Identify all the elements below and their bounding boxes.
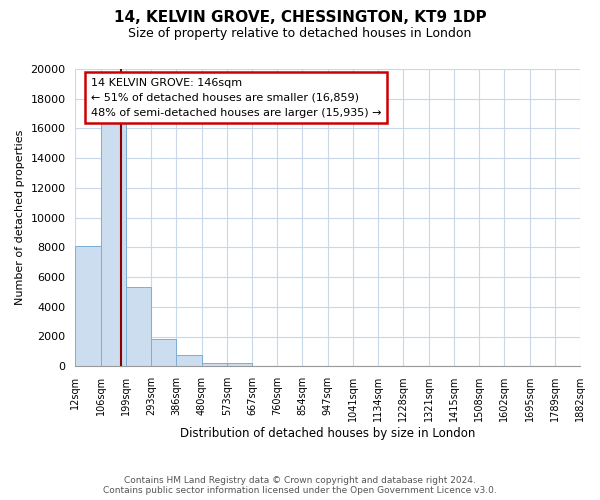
Bar xyxy=(227,363,252,366)
Bar xyxy=(76,246,101,366)
Bar xyxy=(151,340,176,366)
Text: 14, KELVIN GROVE, CHESSINGTON, KT9 1DP: 14, KELVIN GROVE, CHESSINGTON, KT9 1DP xyxy=(113,10,487,25)
Text: Size of property relative to detached houses in London: Size of property relative to detached ho… xyxy=(128,28,472,40)
Bar xyxy=(202,362,227,366)
Text: 14 KELVIN GROVE: 146sqm
← 51% of detached houses are smaller (16,859)
48% of sem: 14 KELVIN GROVE: 146sqm ← 51% of detache… xyxy=(91,78,381,118)
Y-axis label: Number of detached properties: Number of detached properties xyxy=(15,130,25,306)
Text: Contains HM Land Registry data © Crown copyright and database right 2024.
Contai: Contains HM Land Registry data © Crown c… xyxy=(103,476,497,495)
Bar xyxy=(176,355,202,366)
X-axis label: Distribution of detached houses by size in London: Distribution of detached houses by size … xyxy=(180,427,475,440)
Bar xyxy=(101,120,126,366)
Bar xyxy=(126,288,151,366)
